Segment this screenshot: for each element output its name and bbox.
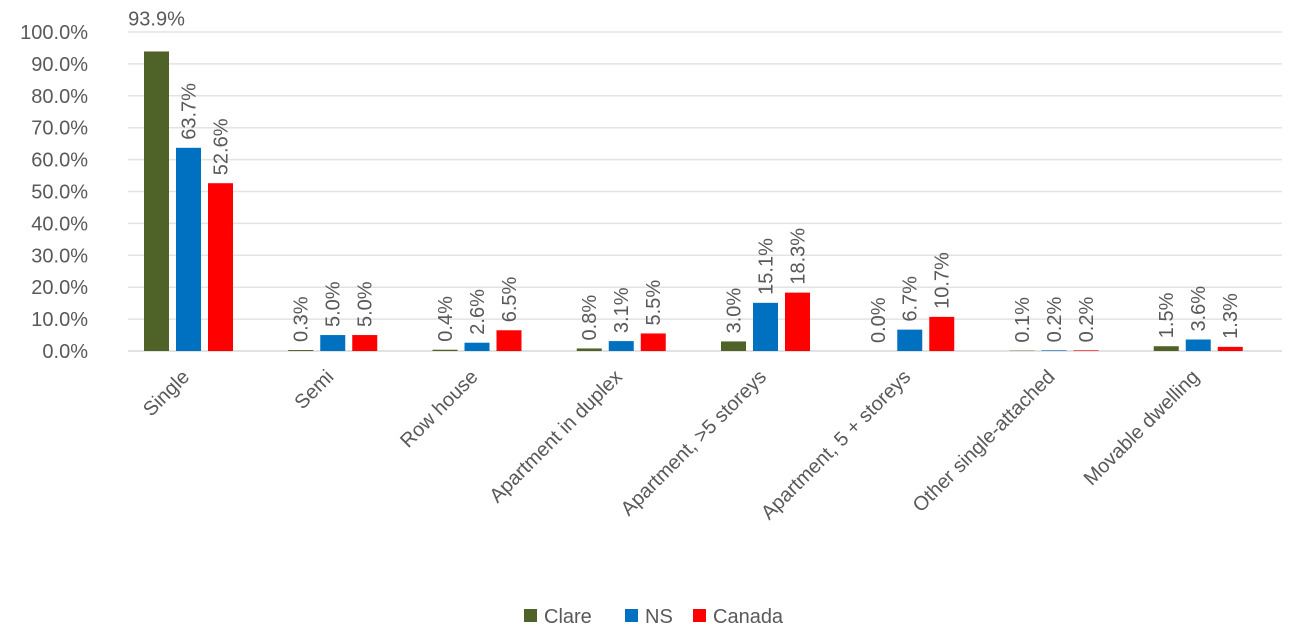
x-category-label: Semi xyxy=(291,366,339,414)
data-label: 0.2% xyxy=(1044,297,1066,343)
data-label: 5.0% xyxy=(355,281,377,327)
legend: Clare NS Canada xyxy=(524,606,784,628)
data-label: 10.7% xyxy=(932,252,954,309)
data-label: 52.6% xyxy=(211,118,233,175)
legend-label: NS xyxy=(645,606,673,628)
bar-canada xyxy=(1074,350,1099,351)
bar-canada xyxy=(352,335,377,351)
legend-swatch-ns xyxy=(625,609,638,622)
bar-canada xyxy=(497,330,522,351)
x-category-label: Movable dwelling xyxy=(1080,366,1204,490)
bar-ns xyxy=(1186,340,1211,351)
y-tick-label: 40.0% xyxy=(31,213,88,235)
data-label: 6.5% xyxy=(499,276,521,322)
bar-clare xyxy=(721,341,746,351)
data-label: 5.5% xyxy=(643,280,665,326)
y-tick-label: 60.0% xyxy=(31,150,88,172)
data-label: 2.6% xyxy=(467,289,489,335)
y-tick-label: 90.0% xyxy=(31,54,88,76)
x-category-label: Apartment, >5 storeys xyxy=(617,366,771,520)
bar-canada xyxy=(1218,347,1243,351)
data-label: 0.0% xyxy=(868,297,890,343)
data-label: 0.4% xyxy=(435,296,457,342)
bar-ns xyxy=(465,343,490,351)
data-label: 18.3% xyxy=(788,228,810,285)
bar-clare xyxy=(288,350,313,351)
data-label: 6.7% xyxy=(900,276,922,322)
data-label: 15.1% xyxy=(756,238,778,295)
bar-ns xyxy=(609,341,634,351)
y-axis-ticks: 0.0% 10.0% 20.0% 30.0% 40.0% 50.0% 60.0% 70.0% 8… xyxy=(20,22,88,363)
y-tick-label: 70.0% xyxy=(31,118,88,140)
x-category-label: Apartment in duplex xyxy=(485,366,626,507)
data-label: 3.6% xyxy=(1188,286,1210,332)
data-label: 0.2% xyxy=(1076,297,1098,343)
data-label: 3.0% xyxy=(724,288,746,334)
bar-clare xyxy=(1154,346,1179,351)
bar-ns xyxy=(753,303,778,351)
x-category-label: Single xyxy=(139,366,194,421)
bar-clare xyxy=(577,348,602,351)
data-label: 5.0% xyxy=(323,281,345,327)
x-category-label: Row house xyxy=(396,366,482,452)
x-category-label: Apartment, 5 + storeys xyxy=(757,366,915,524)
data-label: 1.5% xyxy=(1156,292,1178,338)
y-tick-label: 100.0% xyxy=(20,22,88,44)
bar-ns xyxy=(1042,350,1067,351)
data-labels: 93.9% 63.7% 52.6% 0.3% 5.0% 5.0% 0.4% 2.6% 6.5% 0… xyxy=(128,8,1242,343)
legend-label: Clare xyxy=(544,606,592,628)
bar-canada xyxy=(785,293,810,351)
legend-swatch-canada xyxy=(693,609,706,622)
legend-label: Canada xyxy=(713,606,784,628)
x-category-label: Other single-attached xyxy=(909,366,1060,517)
data-label: 0.8% xyxy=(579,295,601,341)
y-tick-label: 50.0% xyxy=(31,182,88,204)
bar-ns xyxy=(176,148,201,351)
y-tick-label: 30.0% xyxy=(31,245,88,267)
bar-clare xyxy=(144,51,169,351)
legend-swatch-clare xyxy=(524,609,537,622)
y-tick-label: 80.0% xyxy=(31,86,88,108)
data-label: 0.3% xyxy=(291,296,313,342)
bar-canada xyxy=(641,333,666,351)
bar-clare xyxy=(433,350,458,351)
data-label: 93.9% xyxy=(128,8,185,30)
data-label: 3.1% xyxy=(611,287,633,333)
y-tick-label: 10.0% xyxy=(31,309,88,331)
y-tick-label: 20.0% xyxy=(31,277,88,299)
data-label: 63.7% xyxy=(179,83,201,140)
bar-canada xyxy=(208,183,233,351)
bar-ns xyxy=(320,335,345,351)
bar-ns xyxy=(897,330,922,351)
bar-canada xyxy=(929,317,954,351)
data-label: 0.1% xyxy=(1012,297,1034,343)
data-label: 1.3% xyxy=(1220,293,1242,339)
y-tick-label: 0.0% xyxy=(42,341,88,363)
